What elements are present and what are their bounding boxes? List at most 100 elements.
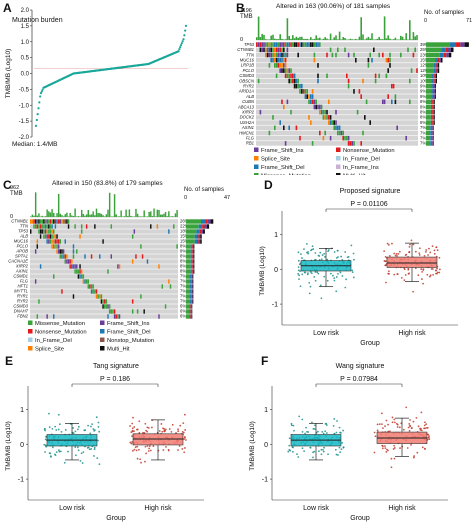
panel-c-tmb-bar (169, 216, 172, 217)
panel-c-tmb-bar (36, 215, 39, 217)
panel-c-cell (108, 309, 111, 314)
panel-f-point (419, 429, 422, 431)
panel-c-cell (48, 239, 50, 244)
panel-c-sample-bar (193, 269, 195, 274)
panel-b-cell (283, 47, 285, 53)
panel-b-cell (275, 63, 278, 68)
panel-b-cell (281, 68, 283, 73)
panel-c-tmb-bar (99, 213, 101, 217)
panel-f-point (393, 457, 396, 460)
panel-b-pct-label: 23% (420, 52, 429, 57)
panel-b-cell (346, 135, 348, 141)
panel-e-point (133, 426, 136, 428)
panel-e-point (91, 423, 94, 426)
panel-b-cell (256, 42, 258, 47)
panel-c-tmb-bar (82, 213, 85, 217)
panel-b-cell (385, 57, 388, 63)
panel-e-point (133, 448, 136, 451)
panel-b-tmb-bar (319, 37, 321, 40)
panel-c-sample-bar (193, 244, 195, 249)
panel-c-tmb-bar (110, 216, 113, 217)
panel-b-cell (290, 42, 292, 47)
panel-f-point (425, 423, 428, 426)
panel-b-tmb-bar (256, 37, 258, 40)
panel-f-xlabel: Group (350, 515, 370, 522)
panel-c-pct-label: 8% (180, 254, 186, 259)
panel-d-point (417, 274, 420, 277)
panel-e-point (55, 429, 58, 431)
panel-b-sample-bar (430, 115, 433, 120)
panel-c-cell (38, 224, 40, 229)
panel-b-gene-label: LRP1B (241, 63, 254, 68)
panel-b-tmb-bar (284, 39, 287, 40)
panel-b-row-bg (256, 141, 418, 146)
panel-c-tmb-bar (153, 208, 155, 217)
panel-c-sample-bar (192, 244, 194, 249)
panel-c-sample-bar (200, 239, 202, 244)
panel-b-cell (277, 57, 280, 63)
panel-b-cell (284, 63, 287, 68)
panel-c-cell (92, 284, 94, 289)
panel-c-tmb-bar (66, 212, 68, 217)
panel-d-point (299, 285, 302, 288)
panel-c-cell (46, 229, 48, 234)
panel-d-point (310, 249, 312, 252)
panel-b-sample-bar (433, 104, 434, 110)
panel-b-cell (329, 47, 332, 53)
panel-b-cell (319, 130, 321, 136)
panel-b-sample-bar (460, 42, 465, 47)
panel-f-point (388, 430, 391, 433)
panel-f-point (410, 427, 413, 429)
panel-f-point (390, 457, 393, 460)
panel-b-tmb-bar (392, 39, 395, 40)
panel-a-title: Mutation burden (12, 17, 63, 24)
panel-b-cell (387, 68, 389, 73)
panel-b-cell (409, 99, 411, 105)
panel-c-tmb-label: TMB (10, 191, 23, 197)
panel-d-point (409, 243, 411, 246)
panel-d-ytick-label: 0 (274, 267, 278, 274)
panel-b-tmb-bar (259, 37, 262, 40)
panel-b-cell (277, 47, 280, 53)
panel-a-point (180, 42, 183, 45)
panel-b-sample-bar (433, 109, 434, 115)
panel-f-ytick-label: 0 (264, 442, 268, 449)
panel-c-sample-bar (198, 239, 201, 244)
panel-c-cell (39, 219, 42, 224)
panel-b-pct-label: 15% (420, 58, 429, 63)
panel-c-tmb-bar (61, 215, 63, 217)
panel-b-cell (358, 89, 361, 94)
panel-c-cell (79, 269, 81, 274)
panel-a-point (37, 107, 40, 110)
panel-d-point (345, 278, 347, 281)
panel-b-sample-bar (431, 83, 433, 89)
panel-c-cell (104, 304, 106, 309)
panel-f-point (304, 432, 306, 435)
panel-c-cell (94, 224, 96, 229)
panel-b-tmb-min: 0 (240, 37, 243, 43)
panel-b-tmb-bar (385, 38, 388, 40)
panel-e-point (139, 458, 142, 461)
panel-e-ytick-label: 0 (20, 442, 24, 449)
panel-c-oncoplot: Altered in 150 (83.8%) of 179 samples TMB… (8, 180, 230, 352)
panel-c-cell (30, 229, 32, 234)
panel-b-tmb-bar (364, 39, 366, 40)
panel-e-point (158, 430, 161, 432)
panel-c-cell (89, 284, 91, 289)
panel-b-sample-bar (430, 125, 432, 131)
panel-e-point (184, 436, 186, 439)
panel-c-tmb-bar (33, 215, 35, 217)
panel-e-point (129, 425, 131, 427)
panel-f-point (428, 438, 431, 441)
panel-b-cell (286, 73, 289, 79)
panel-b-cell (293, 83, 296, 89)
panel-d-point (341, 275, 344, 277)
panel-c-tmb-bar (156, 209, 159, 217)
panel-c-sample-bar (210, 219, 214, 224)
panel-b-tmb-bar (272, 34, 274, 40)
panel-b-cell (315, 42, 317, 47)
panel-f-point (314, 424, 316, 427)
panel-b-cell (304, 89, 307, 94)
panel-c-cell (44, 229, 47, 234)
panel-f-point (409, 425, 412, 428)
